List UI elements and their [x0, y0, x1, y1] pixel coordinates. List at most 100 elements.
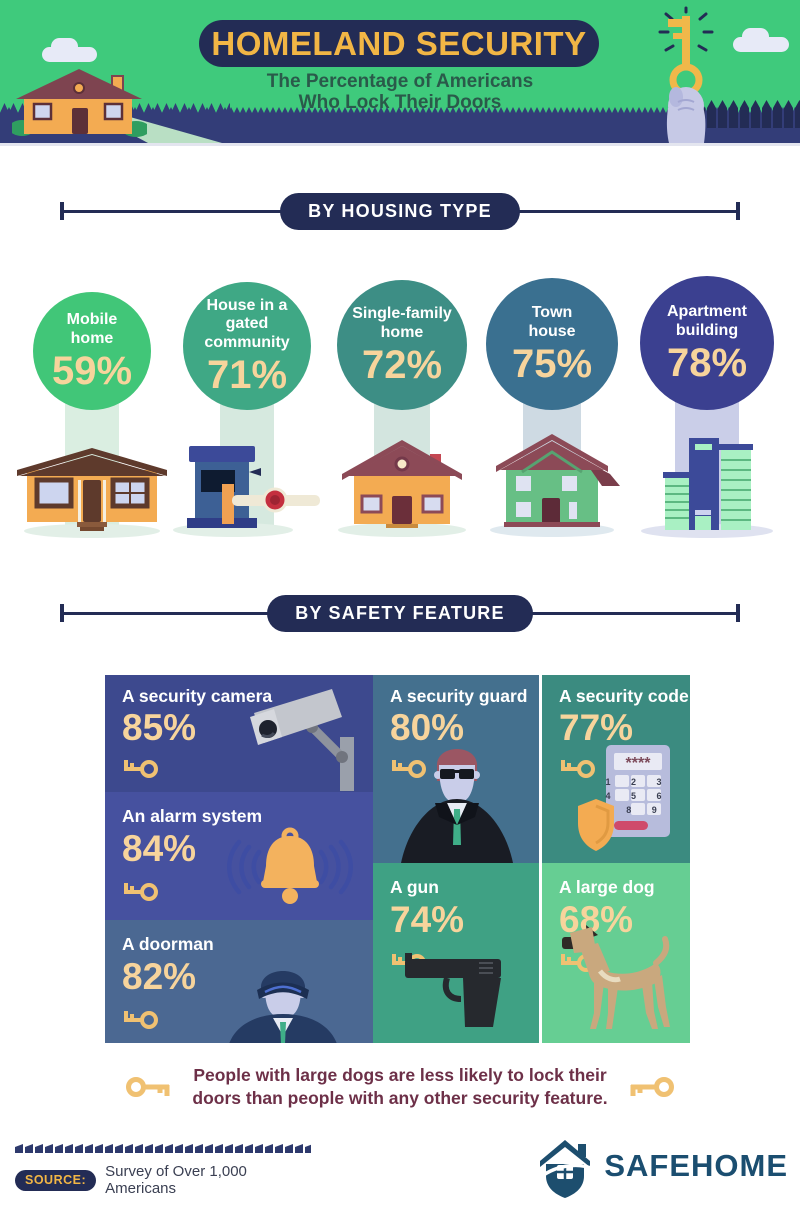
safety-percent: 82% [122, 956, 197, 997]
tile-security-guard: A security guard 80% [373, 675, 539, 863]
housing-item-single-family: Single-family home 72% [327, 270, 477, 570]
title-pill: HOMELAND SECURITY [199, 20, 599, 67]
stat-circle: Mobile home 59% [33, 292, 151, 410]
stat-circle: Single-family home 72% [337, 280, 467, 410]
safety-label: A security guard [390, 686, 528, 706]
zigzag-edge [0, 107, 800, 113]
large-dog-icon [562, 925, 670, 1029]
tile-security-camera: A security camera 85% [105, 675, 373, 792]
housing-label: Town [531, 304, 573, 322]
housing-label: gated community [204, 315, 290, 351]
housing-label: home [380, 323, 424, 341]
housing-percent: 71% [206, 353, 288, 398]
safety-label: A large dog [559, 877, 655, 897]
housing-item-gated-community: House in a gated community 71% [172, 270, 322, 570]
subtitle-line1: The Percentage of Americans [266, 71, 534, 92]
key-icon [630, 1077, 674, 1098]
keypad-icon: **** 1 2 3 4 5 6 8 9 [578, 745, 670, 851]
note-text: People with large dogs are less likely t… [192, 1064, 607, 1110]
divider-tick [736, 202, 740, 220]
housing-type-row: Mobile home 59% [0, 270, 800, 570]
key-icon [124, 1011, 158, 1029]
stat-circle: Apartment building 78% [640, 276, 774, 410]
housing-percent: 72% [361, 342, 443, 387]
safety-label: An alarm system [122, 806, 263, 826]
callout-note: People with large dogs are less likely t… [0, 1064, 800, 1110]
town-house-icon [490, 434, 620, 537]
safety-percent: 84% [122, 828, 197, 869]
single-family-house-icon [338, 440, 466, 537]
key-icon [561, 760, 595, 778]
mobile-home-icon [17, 448, 167, 538]
zigzag-divider [15, 1144, 311, 1153]
doorman-icon [229, 971, 337, 1043]
hand-holding-key-icon [658, 6, 714, 143]
safety-percent: 85% [122, 707, 197, 748]
keypad-row: 1 2 3 [605, 777, 670, 787]
housing-label: home [70, 329, 114, 347]
housing-label: Mobile [66, 311, 118, 329]
page-title: HOMELAND SECURITY [211, 24, 587, 62]
divider-tick [736, 604, 740, 622]
keypad-display: **** [626, 755, 652, 772]
key-icon [124, 883, 158, 901]
divider-tick [60, 604, 64, 622]
key-icon [126, 1077, 170, 1098]
tile-doorman: A doorman 82% [105, 920, 373, 1043]
brand-name: SAFEHOME [604, 1148, 788, 1183]
alarm-bell-icon [227, 827, 353, 904]
picket-fence-icon [695, 100, 800, 128]
source-text: Survey of Over 1,000 Americans [105, 1163, 247, 1197]
safehome-shield-icon [536, 1140, 595, 1198]
keypad-row: 8 9 [626, 805, 666, 815]
divider-tick [60, 202, 64, 220]
security-camera-icon [250, 689, 354, 791]
pistol-icon [405, 953, 501, 1027]
housing-percent: 78% [666, 340, 748, 385]
housing-percent: 75% [511, 341, 593, 386]
housing-item-town-house: Town house 75% [477, 270, 627, 570]
safety-percent: 74% [390, 899, 465, 940]
safety-percent: 77% [559, 707, 634, 748]
brand-logo: SAFEHOME [536, 1134, 788, 1198]
tile-gun: A gun 74% [373, 863, 539, 1043]
tile-security-code: A security code 77% **** 1 2 3 4 5 6 8 9 [542, 675, 690, 863]
cloud-icon [733, 28, 789, 52]
safety-label: A doorman [122, 934, 214, 954]
security-guard-icon [401, 749, 513, 863]
section-divider-housing: BY HOUSING TYPE [0, 192, 800, 230]
safety-percent: 80% [390, 707, 465, 748]
housing-label: building [675, 321, 739, 339]
section-title-safety: BY SAFETY FEATURE [267, 594, 533, 632]
housing-percent: 59% [51, 348, 133, 393]
safety-feature-grid: A security camera 85% An alarm system 84… [105, 675, 690, 1043]
note-line2: doors than people with any other securit… [192, 1088, 608, 1109]
housing-item-apartment: Apartment building 78% [632, 270, 782, 570]
stat-circle: Town house 75% [486, 278, 618, 410]
source-label: SOURCE: [15, 1169, 97, 1191]
housing-label: House in a [206, 296, 288, 314]
housing-item-mobile-home: Mobile home 59% [17, 270, 167, 570]
stat-circle: House in a gated community 71% [183, 282, 311, 410]
safety-label: A security camera [122, 686, 273, 706]
housing-label: house [528, 322, 576, 340]
gate-booth-icon [173, 446, 320, 537]
key-icon [392, 760, 426, 778]
tile-large-dog: A large dog 68% [542, 863, 690, 1043]
header-banner: HOMELAND SECURITY The Percentage of Amer… [0, 0, 800, 146]
safety-label: A gun [390, 877, 439, 897]
apartment-tower-icon [641, 438, 773, 538]
housing-label: Apartment [666, 303, 747, 321]
section-divider-safety: BY SAFETY FEATURE [0, 594, 800, 632]
source-block: SOURCE: Survey of Over 1,000 Americans [15, 1140, 311, 1206]
house-icon [12, 69, 147, 137]
safety-label: A security code [559, 686, 689, 706]
tile-alarm-system: An alarm system 84% [105, 792, 373, 920]
section-title-housing: BY HOUSING TYPE [280, 192, 520, 230]
key-icon [124, 760, 158, 778]
housing-label: Single-family [352, 305, 452, 323]
note-line1: People with large dogs are less likely t… [193, 1065, 607, 1085]
cloud-icon [42, 38, 97, 62]
keypad-row: 4 5 6 [605, 791, 670, 801]
